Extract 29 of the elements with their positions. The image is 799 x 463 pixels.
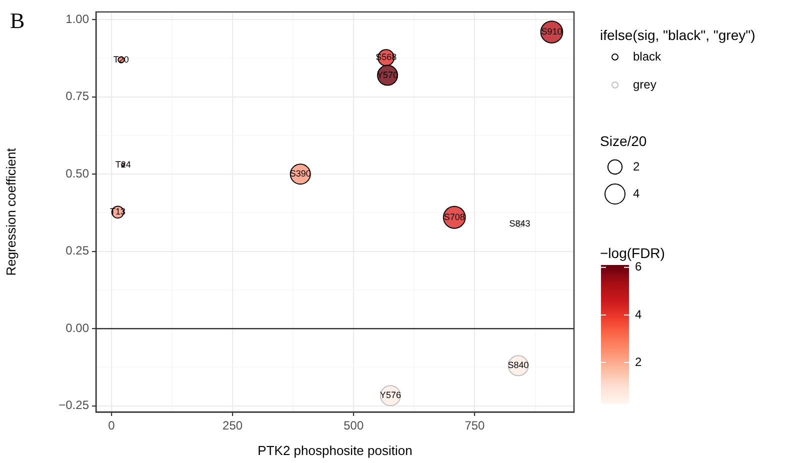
x-tick-label: 750 — [464, 418, 486, 433]
annotation: S708 — [444, 212, 465, 222]
color-bar-label: 6 — [635, 260, 642, 274]
legend-label: 4 — [633, 186, 640, 200]
legend-label: grey — [633, 77, 656, 92]
legend-title: ifelse(sig, "black", "grey") — [600, 26, 756, 43]
annotation: Y576 — [380, 390, 401, 400]
color-bar-label: 4 — [635, 307, 642, 322]
annotation: S843 — [509, 218, 530, 229]
annotation: T24 — [115, 159, 131, 170]
y-tick-label: 0.50 — [66, 166, 90, 180]
y-tick-label: −0.25 — [58, 398, 90, 412]
chart-title: B — [10, 8, 25, 33]
annotation: S910 — [541, 26, 562, 37]
x-tick-label: 0 — [108, 418, 116, 433]
y-tick-label: 1.00 — [66, 12, 90, 26]
legend-label: black — [633, 49, 662, 64]
x-axis-title: PTK2 phosphosite position — [258, 442, 412, 458]
x-tick-label: 500 — [344, 418, 364, 433]
text: Size/20 — [600, 132, 647, 149]
x-tick-label: 250 — [222, 418, 243, 433]
y-axis-title: Regression coefficient — [3, 148, 18, 276]
y-tick-label: 0.75 — [66, 89, 90, 104]
annotation: S840 — [508, 360, 529, 370]
color-bar-title: −log(FDR) — [600, 244, 665, 261]
y-tick-label: 0.00 — [66, 320, 90, 335]
y-tick-label: 0.25 — [66, 244, 90, 258]
color-bar-label: 2 — [635, 354, 642, 369]
legend-label: 2 — [633, 159, 640, 174]
